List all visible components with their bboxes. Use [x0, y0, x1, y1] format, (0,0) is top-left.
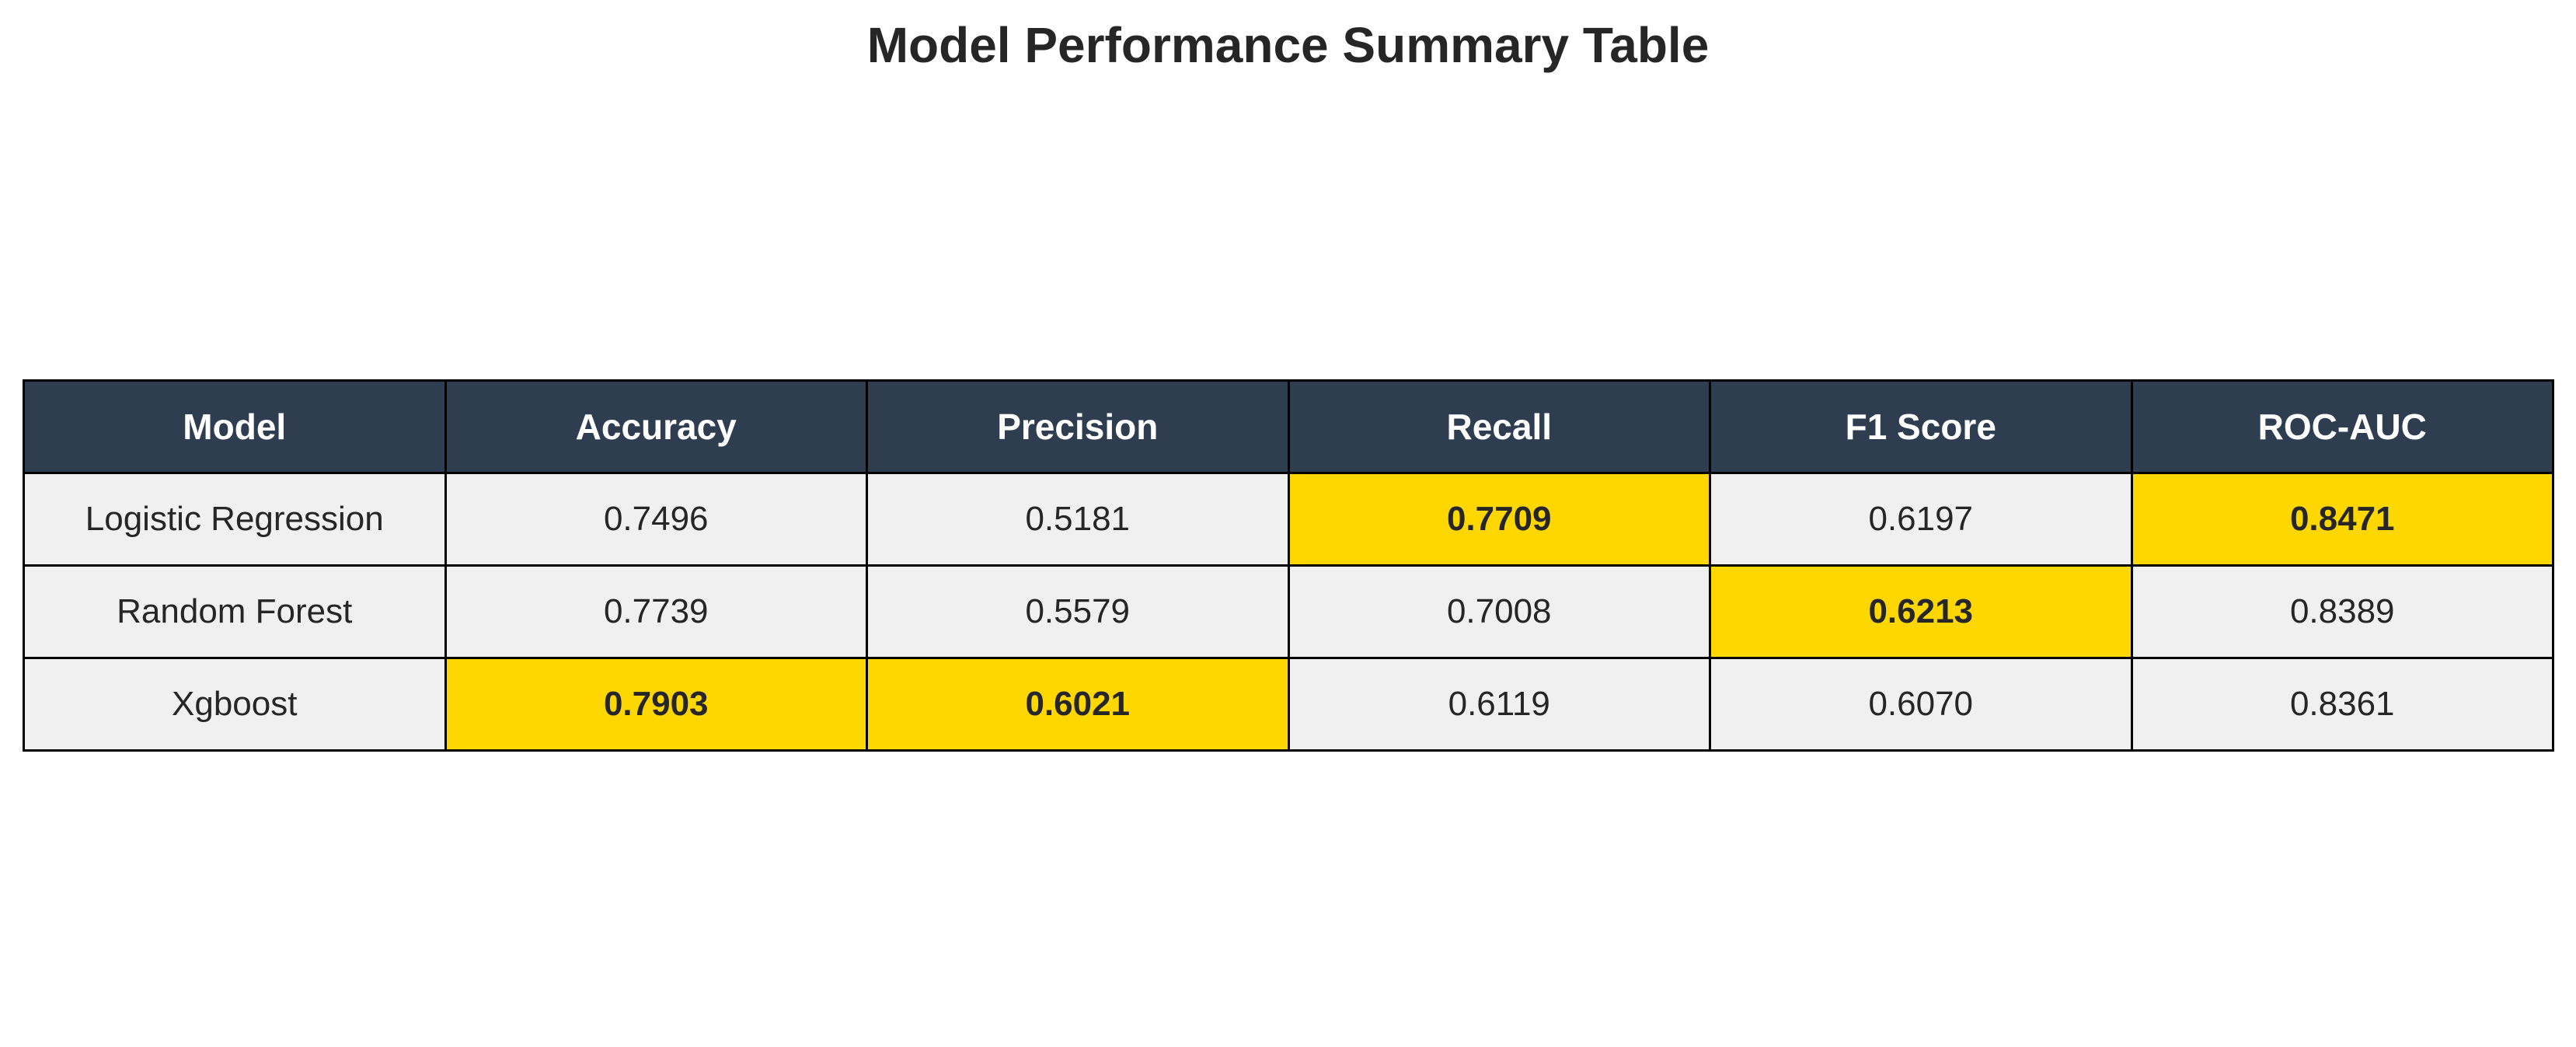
roc-auc-cell: 0.8471: [2130, 472, 2554, 567]
precision-cell: 0.5579: [866, 564, 1290, 659]
precision-cell: 0.5181: [866, 472, 1290, 567]
table-row: Random Forest 0.7739 0.5579 0.7008 0.621…: [23, 564, 2554, 659]
f1-score-cell: 0.6070: [1709, 657, 2133, 752]
f1-score-cell: 0.6197: [1709, 472, 2133, 567]
f1-score-cell: 0.6213: [1709, 564, 2133, 659]
header-cell-roc-auc: ROC-AUC: [2130, 379, 2554, 474]
performance-table: Model Accuracy Precision Recall F1 Score…: [23, 379, 2554, 752]
table-header-row: Model Accuracy Precision Recall F1 Score…: [23, 379, 2554, 474]
accuracy-cell: 0.7739: [444, 564, 868, 659]
performance-table-container: Model Accuracy Precision Recall F1 Score…: [23, 379, 2554, 752]
recall-cell: 0.7008: [1287, 564, 1711, 659]
table-row: Xgboost 0.7903 0.6021 0.6119 0.6070 0.83…: [23, 657, 2554, 752]
model-name-cell: Logistic Regression: [23, 472, 447, 567]
roc-auc-cell: 0.8389: [2130, 564, 2554, 659]
precision-cell: 0.6021: [866, 657, 1290, 752]
header-cell-accuracy: Accuracy: [444, 379, 868, 474]
header-cell-recall: Recall: [1287, 379, 1711, 474]
model-name-cell: Xgboost: [23, 657, 447, 752]
accuracy-cell: 0.7496: [444, 472, 868, 567]
header-cell-precision: Precision: [866, 379, 1290, 474]
table-row: Logistic Regression 0.7496 0.5181 0.7709…: [23, 472, 2554, 567]
header-cell-model: Model: [23, 379, 447, 474]
recall-cell: 0.6119: [1287, 657, 1711, 752]
model-name-cell: Random Forest: [23, 564, 447, 659]
roc-auc-cell: 0.8361: [2130, 657, 2554, 752]
chart-title: Model Performance Summary Table: [866, 17, 1710, 73]
accuracy-cell: 0.7903: [444, 657, 868, 752]
recall-cell: 0.7709: [1287, 472, 1711, 567]
header-cell-f1-score: F1 Score: [1709, 379, 2133, 474]
